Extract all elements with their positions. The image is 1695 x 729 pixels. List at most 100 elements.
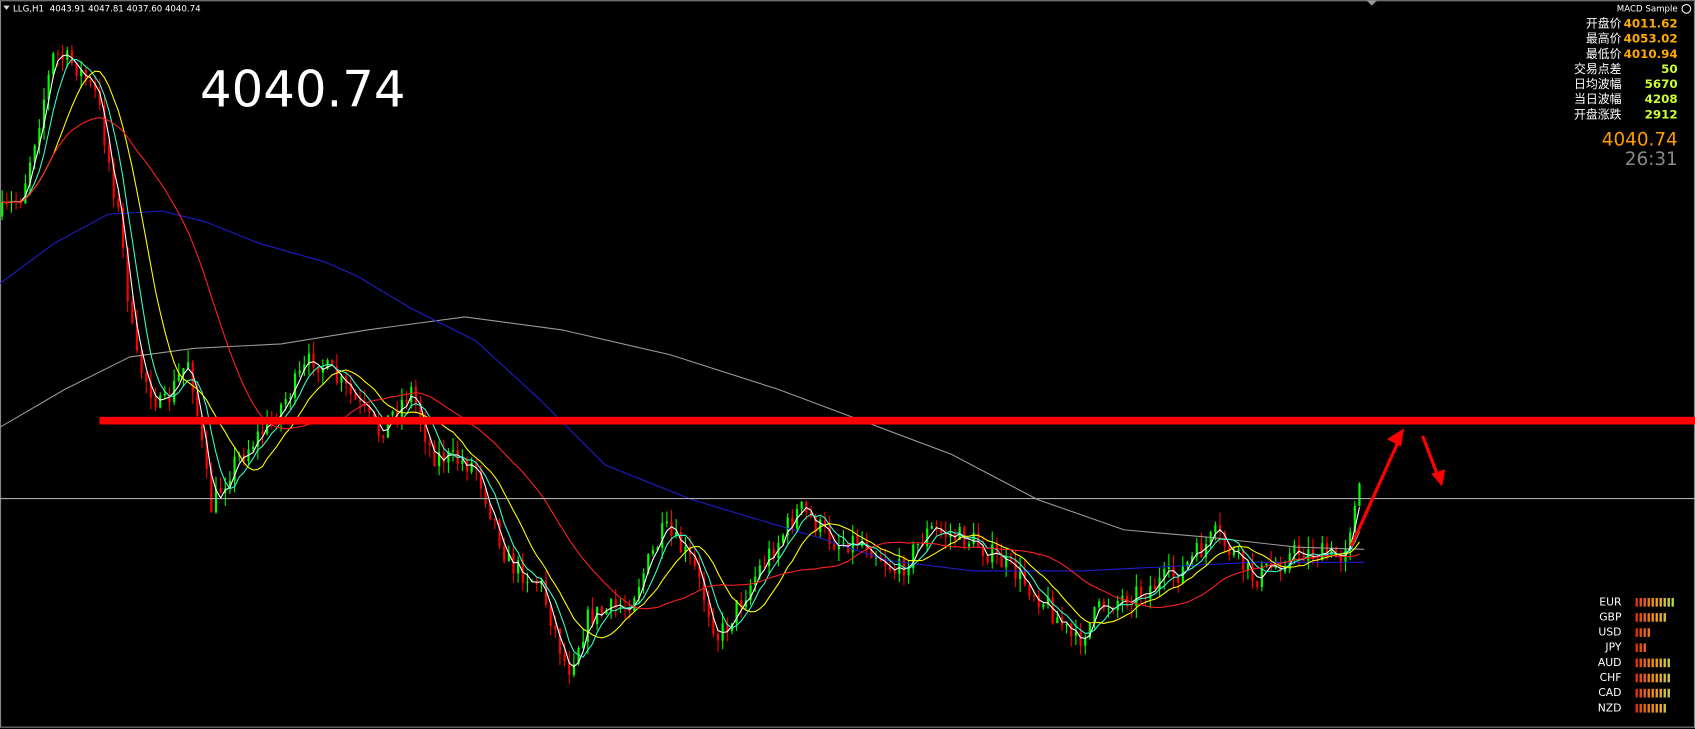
- strength-bar: [1643, 643, 1646, 653]
- menu-triangle[interactable]: [3, 5, 10, 10]
- candle-body: [1293, 544, 1296, 554]
- candle-body: [252, 446, 255, 450]
- candle-body: [1191, 556, 1194, 562]
- candle-body: [1056, 617, 1059, 624]
- strength-bar: [1667, 658, 1670, 668]
- candle-body: [679, 531, 682, 553]
- candle-body: [214, 488, 218, 513]
- strength-bar: [1639, 597, 1642, 607]
- candle-body: [1149, 585, 1152, 599]
- candle-body: [554, 626, 557, 630]
- candle-body: [479, 469, 483, 489]
- info-label: 开盘价: [1586, 16, 1622, 30]
- candle-body: [563, 653, 566, 662]
- candle-body: [912, 544, 915, 569]
- candle-body: [1042, 604, 1045, 608]
- candle-body: [503, 546, 506, 562]
- candle-body: [424, 422, 427, 442]
- candle-body: [498, 520, 501, 547]
- candle-body: [89, 80, 92, 83]
- candle-body: [1074, 631, 1077, 636]
- candle-body: [456, 449, 459, 464]
- indicator-name: MACD Sample: [1617, 4, 1678, 14]
- candle-body: [465, 460, 469, 472]
- candle-body: [791, 517, 794, 529]
- candle-body: [340, 376, 343, 383]
- candle-body: [210, 468, 213, 513]
- candle-body: [121, 207, 125, 248]
- info-value: 4053.02: [1624, 32, 1678, 46]
- candle-body: [1284, 569, 1287, 572]
- candle-body: [1181, 565, 1184, 584]
- candle-body: [856, 536, 859, 547]
- candle-body: [200, 415, 204, 441]
- candle-body: [61, 54, 64, 60]
- candle-body: [256, 431, 259, 447]
- candle-body: [38, 128, 41, 146]
- candle-body: [107, 145, 111, 163]
- candle-body: [1093, 607, 1096, 623]
- candle-body: [586, 609, 589, 642]
- candle-body: [944, 532, 947, 537]
- candle-body: [991, 544, 994, 563]
- candle-body: [1079, 631, 1082, 646]
- strength-bar: [1663, 658, 1666, 668]
- strength-bar: [1643, 673, 1646, 683]
- strength-bar: [1655, 703, 1658, 713]
- candle-body: [735, 600, 738, 624]
- candle-body: [1209, 532, 1212, 544]
- candle-body: [177, 374, 180, 381]
- strength-bar: [1643, 597, 1646, 607]
- candle-body: [1200, 543, 1203, 558]
- candle-body: [568, 661, 571, 675]
- candle-body: [888, 566, 892, 571]
- strength-bar: [1651, 658, 1654, 668]
- candle-body: [117, 198, 120, 208]
- strength-bar: [1635, 613, 1638, 622]
- candle-body: [1046, 597, 1050, 605]
- info-value: 4010.94: [1624, 47, 1678, 61]
- candle-body: [544, 580, 548, 605]
- candle-body: [219, 488, 222, 494]
- candle-body: [610, 599, 613, 611]
- candle-body: [205, 440, 208, 469]
- candle-body: [512, 553, 515, 574]
- candle-body: [1130, 604, 1133, 606]
- candle-body: [1172, 566, 1175, 577]
- big-price: 4040.74: [200, 61, 406, 119]
- candle-body: [475, 462, 478, 470]
- candle-body: [47, 74, 50, 100]
- info-value: 4208: [1645, 92, 1678, 106]
- strength-bar: [1655, 597, 1658, 607]
- candle-body: [716, 633, 720, 641]
- candle-body: [293, 373, 297, 398]
- ma-yellow: [2, 70, 1360, 639]
- candle-body: [94, 82, 97, 91]
- candle-body: [1214, 525, 1217, 533]
- candle-body: [814, 517, 817, 533]
- candle-body: [628, 608, 631, 612]
- timer: 26:31: [1625, 149, 1678, 170]
- strength-bar: [1659, 597, 1662, 607]
- candle-body: [386, 415, 390, 438]
- candle-body: [898, 559, 901, 574]
- candle-body: [1139, 586, 1143, 597]
- ma-white: [2, 54, 1360, 668]
- candle-body: [605, 610, 608, 615]
- candle-body: [382, 435, 385, 438]
- info-label: 最高价: [1586, 32, 1622, 46]
- indicator-icon[interactable]: [1681, 3, 1692, 14]
- candle-body: [331, 359, 334, 367]
- info-value: 50: [1661, 62, 1678, 76]
- candle-body: [1107, 608, 1110, 610]
- candle-body: [484, 488, 487, 504]
- candle-body: [1218, 525, 1222, 533]
- arrow-down: [1421, 435, 1446, 487]
- candle-body: [591, 609, 594, 625]
- candle-body: [572, 664, 575, 675]
- candle-body: [1051, 597, 1054, 624]
- candle-body: [651, 550, 655, 554]
- ma-red: [2, 117, 1360, 610]
